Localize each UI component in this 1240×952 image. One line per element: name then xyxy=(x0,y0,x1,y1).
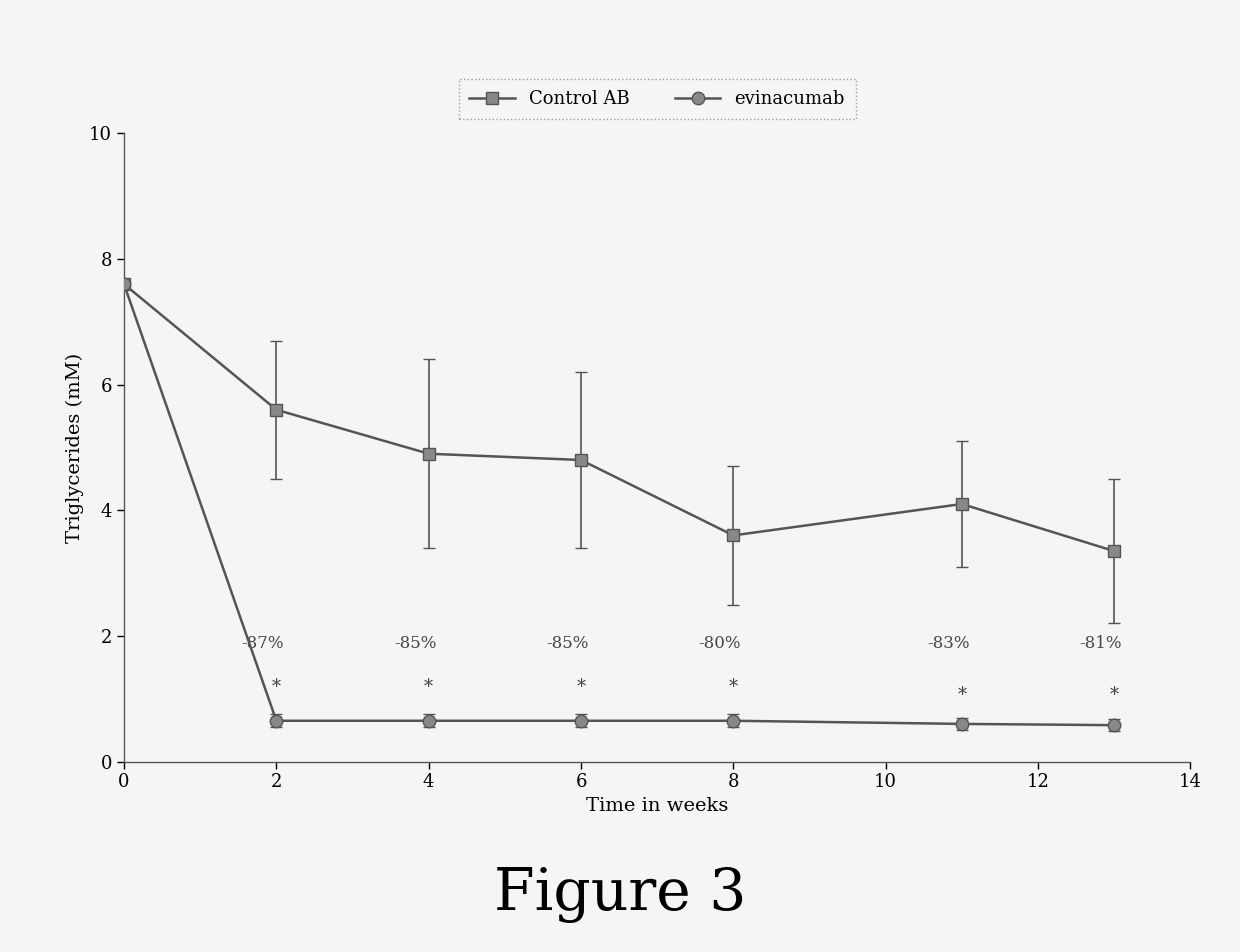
Text: Figure 3: Figure 3 xyxy=(494,867,746,922)
X-axis label: Time in weeks: Time in weeks xyxy=(587,797,728,815)
Text: -81%: -81% xyxy=(1079,635,1122,651)
Y-axis label: Triglycerides (mM): Triglycerides (mM) xyxy=(66,352,83,543)
Text: *: * xyxy=(577,678,585,696)
Text: -85%: -85% xyxy=(546,635,589,651)
Text: *: * xyxy=(1110,685,1118,704)
Text: *: * xyxy=(957,685,966,704)
Text: *: * xyxy=(424,678,433,696)
Text: -85%: -85% xyxy=(394,635,436,651)
Text: -80%: -80% xyxy=(698,635,742,651)
Text: *: * xyxy=(729,678,738,696)
Text: *: * xyxy=(272,678,281,696)
Text: -83%: -83% xyxy=(928,635,970,651)
Text: -87%: -87% xyxy=(242,635,284,651)
Legend: Control AB, evinacumab: Control AB, evinacumab xyxy=(459,79,856,119)
